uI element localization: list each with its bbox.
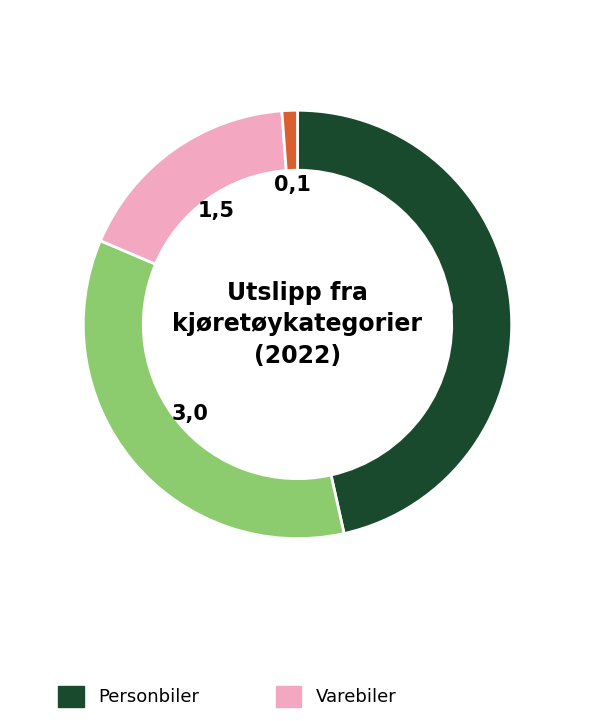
- Wedge shape: [282, 110, 298, 171]
- Wedge shape: [298, 110, 512, 534]
- Text: 1,5: 1,5: [198, 201, 235, 221]
- Wedge shape: [101, 111, 286, 264]
- Text: 3,0: 3,0: [172, 404, 209, 423]
- Wedge shape: [83, 241, 344, 539]
- Text: Utslipp fra
kjøretøykategorier
(2022): Utslipp fra kjøretøykategorier (2022): [173, 281, 422, 368]
- Legend: Personbiler, Tunge kjøretøy, Varebiler, Motorsykler og mopeder: Personbiler, Tunge kjøretøy, Varebiler, …: [49, 677, 546, 721]
- Text: 0,1: 0,1: [274, 175, 311, 195]
- Text: 4,0: 4,0: [418, 299, 455, 319]
